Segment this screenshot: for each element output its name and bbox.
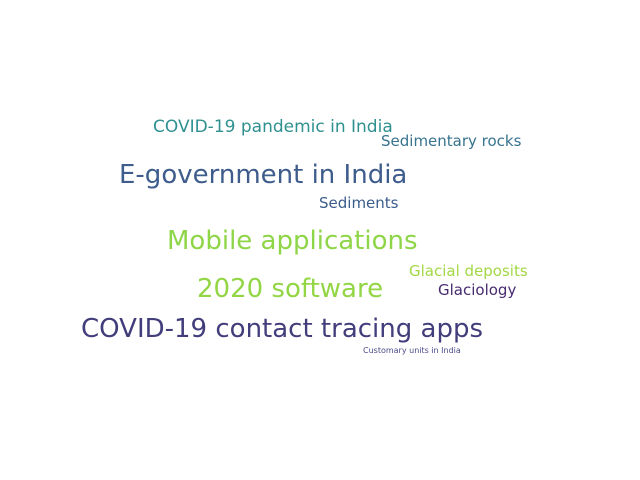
word-glaciology: Glaciology: [438, 281, 517, 299]
word-mobile-applications: Mobile applications: [167, 226, 418, 256]
word-sedimentary-rocks: Sedimentary rocks: [381, 132, 522, 150]
word-covid19-pandemic-in-india: COVID-19 pandemic in India: [153, 117, 393, 137]
word-2020-software: 2020 software: [197, 274, 384, 304]
word-e-government-in-india: E-government in India: [119, 160, 408, 190]
word-glacial-deposits: Glacial deposits: [409, 262, 528, 280]
word-sediments: Sediments: [319, 194, 399, 212]
word-covid19-contact-tracing-apps: COVID-19 contact tracing apps: [81, 314, 483, 344]
word-customary-units-in-india: Customary units in India: [363, 346, 461, 355]
